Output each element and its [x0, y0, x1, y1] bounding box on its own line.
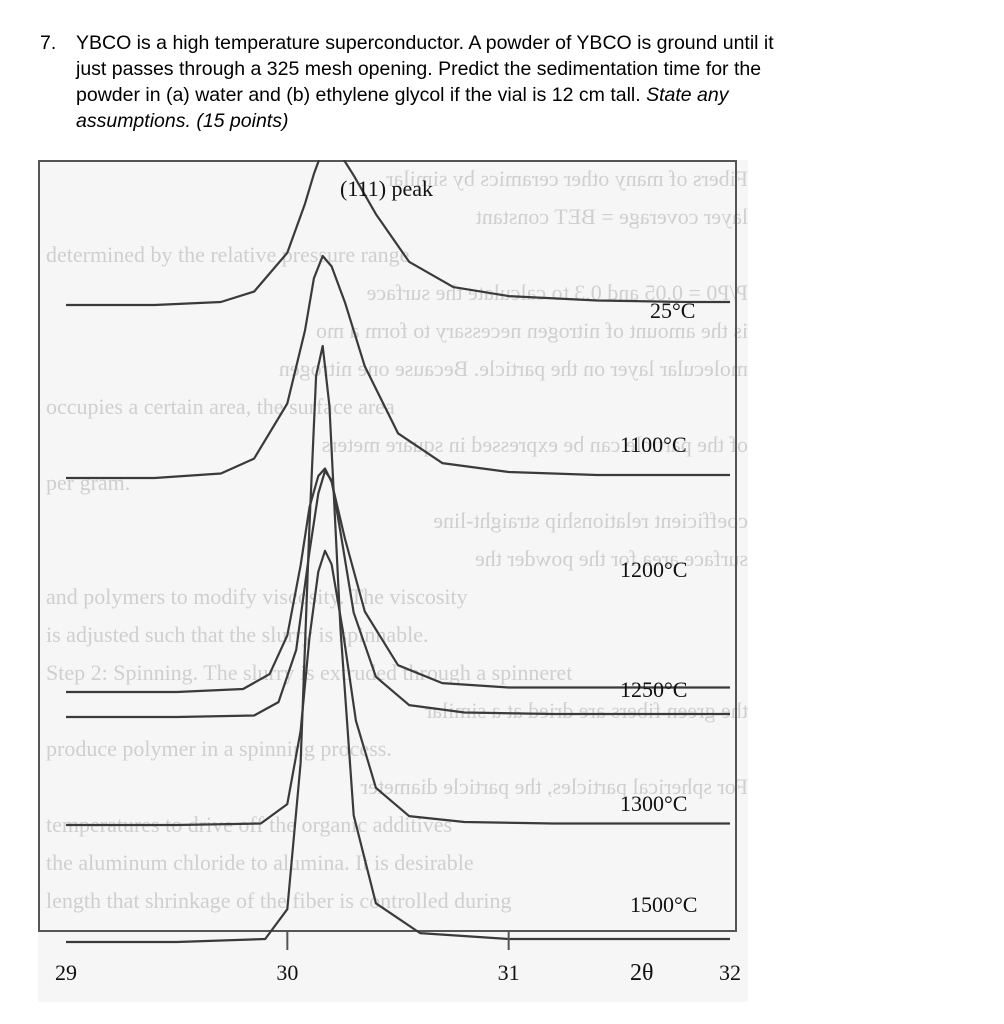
bleed-line: the aluminum chloride to alumina. It is … — [46, 850, 474, 875]
xrd-curve-0 — [66, 160, 730, 307]
bleed-line: Step 2: Spinning. The slurry is extruded… — [46, 660, 573, 685]
xrd-plot: 25°C 1100°C 1200°C 1250°C 1300°C 1500°C 29 30 3… — [38, 160, 741, 986]
peak-annotation: (111) peak — [340, 176, 433, 201]
series-label-4: 1300°C — [620, 791, 687, 816]
x-tick-label-2: 31 — [498, 960, 520, 985]
points-label: (15 points) — [196, 110, 288, 132]
bleed-line: produce polymer in a spinning process. — [46, 736, 392, 761]
bleed-line: per gram. — [46, 470, 131, 495]
plot-frame — [38, 160, 737, 932]
xrd-curves — [66, 160, 730, 944]
series-label-0: 25°C — [650, 298, 695, 323]
bleed-line: occupies a certain area, the surface are… — [46, 394, 395, 419]
x-tick-label-3: 32 — [719, 960, 741, 985]
series-labels: 25°C 1100°C 1200°C 1250°C 1300°C 1500°C — [620, 298, 697, 917]
bleed-line: determined by the relative pressure rang… — [46, 242, 410, 267]
question-line-2: just passes through a 325 mesh opening. … — [76, 58, 762, 80]
question-line-3-italic: State any — [646, 84, 729, 106]
xrd-curve-3 — [66, 470, 730, 719]
x-axis-label: 2θ — [630, 960, 654, 986]
x-tick-label-1: 30 — [276, 960, 298, 985]
question-line-4-italic: assumptions. — [76, 110, 191, 132]
series-label-2: 1200°C — [620, 557, 687, 582]
series-label-1: 1100°C — [620, 432, 687, 457]
x-tick-label-0: 29 — [55, 960, 77, 985]
points-prefix: ( — [196, 110, 203, 132]
question-line-4: assumptions. (15 points) — [76, 108, 936, 134]
xrd-figure: Fibers of many other ceramics by similar… — [38, 160, 748, 1002]
points-value: 15 points — [202, 110, 282, 132]
question-line-3-text: powder in (a) water and (b) ethylene gly… — [76, 84, 641, 106]
question-line-1: YBCO is a high temperature superconducto… — [76, 32, 774, 54]
question-number: 7. — [40, 32, 57, 54]
x-axis-tick-labels: 29 30 31 32 — [55, 960, 741, 985]
bleed-line: length that shrinkage of the fiber is co… — [46, 888, 512, 913]
series-label-5: 1500°C — [630, 892, 697, 917]
xrd-curve-2 — [66, 467, 730, 694]
question-body: YBCO is a high temperature superconducto… — [76, 30, 936, 134]
bleed-line: and polymers to modify viscosity. The vi… — [46, 584, 468, 609]
points-suffix: ) — [281, 110, 289, 132]
series-label-3: 1250°C — [620, 677, 687, 702]
xrd-curve-4 — [66, 549, 730, 827]
xrd-curve-1 — [66, 254, 730, 480]
question-line-3: powder in (a) water and (b) ethylene gly… — [76, 82, 936, 108]
x-axis-ticks — [286, 931, 510, 950]
background-bleed-text: Fibers of many other ceramics by similar… — [38, 160, 748, 1002]
xrd-curve-5 — [66, 344, 730, 944]
